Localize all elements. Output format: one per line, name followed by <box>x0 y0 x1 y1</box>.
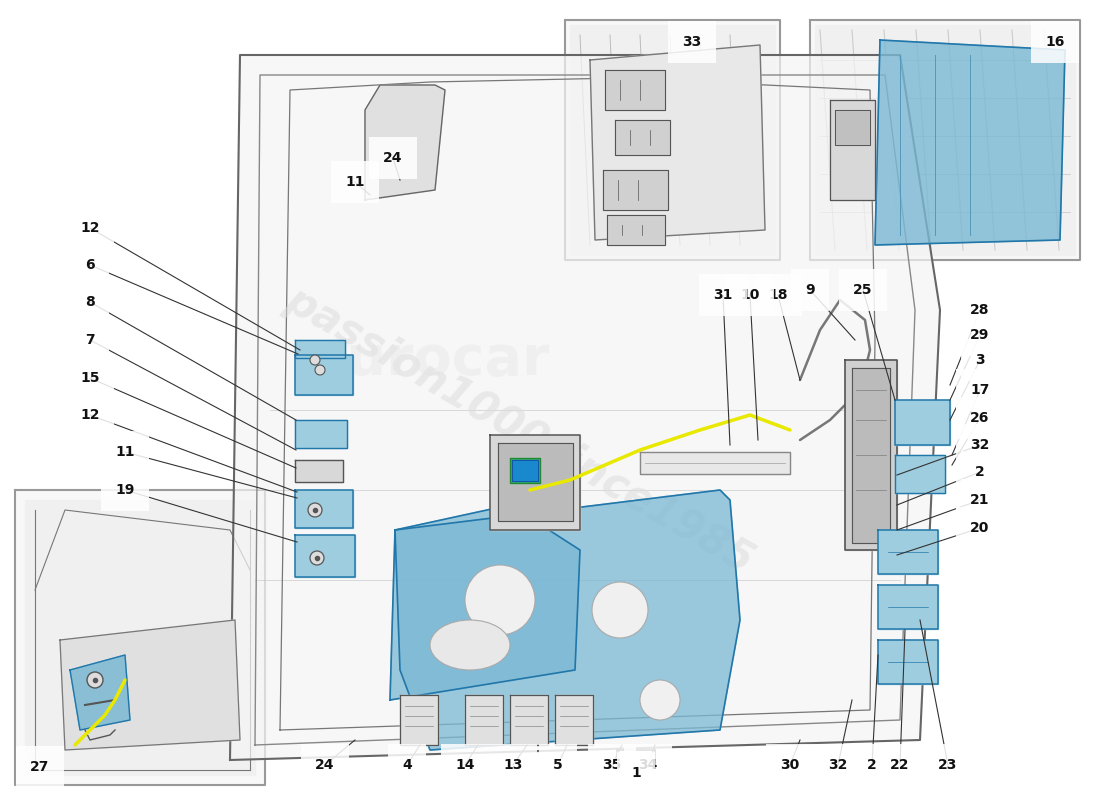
Circle shape <box>315 365 324 375</box>
Text: 14: 14 <box>455 758 475 772</box>
Polygon shape <box>895 400 950 445</box>
Polygon shape <box>390 505 580 700</box>
Circle shape <box>465 565 535 635</box>
Polygon shape <box>490 435 580 530</box>
Text: 33: 33 <box>682 35 702 49</box>
Text: 5: 5 <box>553 758 563 772</box>
Polygon shape <box>400 695 438 745</box>
Text: 13: 13 <box>504 758 522 772</box>
Text: 34: 34 <box>638 758 658 772</box>
Polygon shape <box>25 500 255 775</box>
Text: 15: 15 <box>80 371 100 385</box>
Polygon shape <box>590 45 764 240</box>
Circle shape <box>640 680 680 720</box>
Polygon shape <box>295 355 353 395</box>
Text: 7: 7 <box>85 333 95 347</box>
Text: 23: 23 <box>938 758 958 772</box>
Text: 2: 2 <box>867 758 877 772</box>
Polygon shape <box>498 443 573 521</box>
Circle shape <box>308 503 322 517</box>
Text: eurocar: eurocar <box>310 333 550 387</box>
Circle shape <box>592 582 648 638</box>
Polygon shape <box>512 460 538 481</box>
Text: 21: 21 <box>970 493 990 507</box>
Polygon shape <box>230 55 940 760</box>
Polygon shape <box>878 530 938 574</box>
Polygon shape <box>60 620 240 750</box>
Polygon shape <box>874 40 1065 245</box>
Polygon shape <box>295 535 355 577</box>
Polygon shape <box>295 420 346 448</box>
Text: 1: 1 <box>631 766 641 780</box>
Circle shape <box>310 551 324 565</box>
Text: 19: 19 <box>116 483 134 497</box>
Text: 22: 22 <box>890 758 910 772</box>
Text: 27: 27 <box>31 760 50 774</box>
Text: 35: 35 <box>603 758 622 772</box>
Polygon shape <box>15 490 265 785</box>
Text: 24: 24 <box>316 758 334 772</box>
Polygon shape <box>615 120 670 155</box>
Text: 11: 11 <box>345 175 365 189</box>
Text: 31: 31 <box>713 288 733 302</box>
Text: 2: 2 <box>975 465 984 479</box>
Text: 17: 17 <box>970 383 990 397</box>
Text: 12: 12 <box>80 408 100 422</box>
Ellipse shape <box>430 620 510 670</box>
Polygon shape <box>878 585 938 629</box>
Text: 32: 32 <box>970 438 990 452</box>
Polygon shape <box>295 490 353 528</box>
Polygon shape <box>295 340 345 358</box>
Polygon shape <box>70 655 130 730</box>
Text: 28: 28 <box>970 303 990 317</box>
Polygon shape <box>570 25 776 255</box>
Polygon shape <box>830 100 874 200</box>
Polygon shape <box>395 490 740 750</box>
Circle shape <box>87 672 103 688</box>
Polygon shape <box>852 368 890 543</box>
Polygon shape <box>510 458 540 483</box>
Text: 3: 3 <box>976 353 984 367</box>
Text: 6: 6 <box>85 258 95 272</box>
Polygon shape <box>565 20 780 260</box>
Text: 9: 9 <box>805 283 815 297</box>
Text: 11: 11 <box>116 445 134 459</box>
Text: 16: 16 <box>1045 35 1065 49</box>
Polygon shape <box>895 455 945 493</box>
Text: 26: 26 <box>970 411 990 425</box>
Text: 20: 20 <box>970 521 990 535</box>
Polygon shape <box>835 110 870 145</box>
Polygon shape <box>878 640 938 684</box>
Text: 18: 18 <box>768 288 788 302</box>
Polygon shape <box>295 460 343 482</box>
Text: passion1000since1985: passion1000since1985 <box>278 278 761 582</box>
Polygon shape <box>810 20 1080 260</box>
Text: 32: 32 <box>828 758 848 772</box>
Polygon shape <box>640 452 790 474</box>
Polygon shape <box>556 695 593 745</box>
Text: 8: 8 <box>85 295 95 309</box>
Text: 12: 12 <box>80 221 100 235</box>
Polygon shape <box>605 70 665 110</box>
Polygon shape <box>465 695 503 745</box>
Text: 24: 24 <box>383 151 403 165</box>
Polygon shape <box>607 215 666 245</box>
Polygon shape <box>510 695 548 745</box>
Polygon shape <box>845 360 896 550</box>
Circle shape <box>310 355 320 365</box>
Text: 30: 30 <box>780 758 800 772</box>
Polygon shape <box>365 85 446 200</box>
Polygon shape <box>603 170 668 210</box>
Text: 25: 25 <box>854 283 872 297</box>
Polygon shape <box>815 25 1075 255</box>
Text: 4: 4 <box>403 758 411 772</box>
Text: 10: 10 <box>740 288 760 302</box>
Text: 29: 29 <box>970 328 990 342</box>
